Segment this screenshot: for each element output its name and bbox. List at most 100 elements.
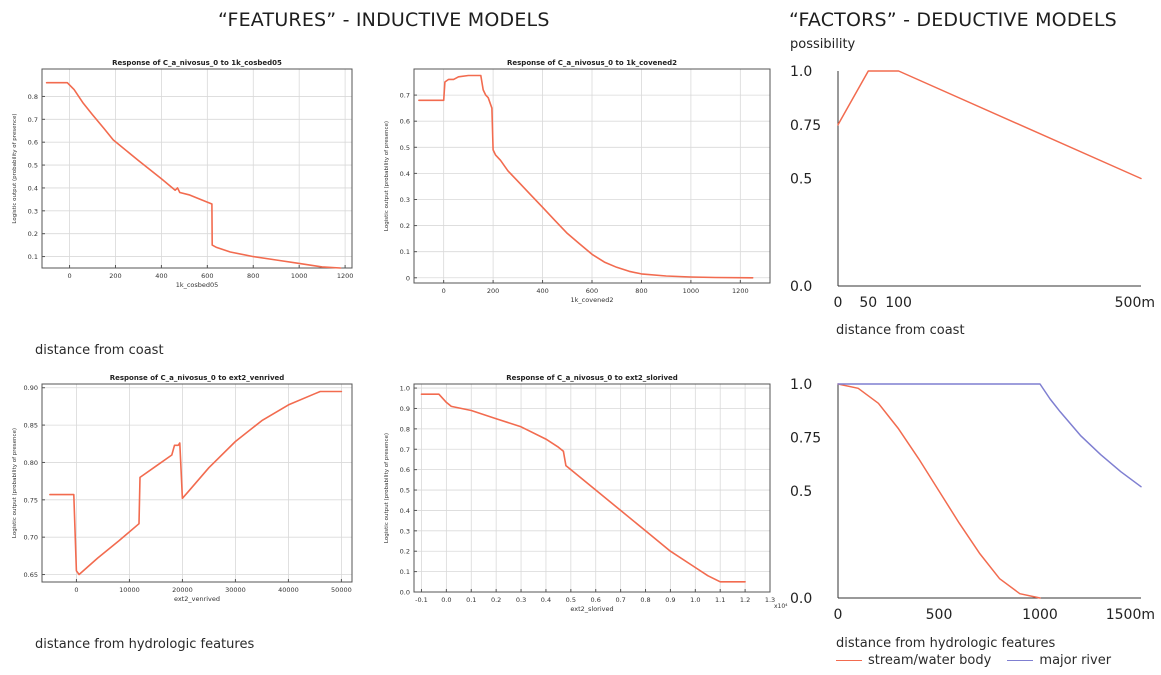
- c5-y-tick-label-2: 0.75: [790, 118, 821, 134]
- c4-x-tick-label-11: 1.0: [690, 596, 700, 604]
- c6-x-tick-label-0: 0: [834, 607, 843, 623]
- c2-x-tick-label-2: 400: [536, 287, 548, 295]
- c1-y-tick-label-0: 0.1: [28, 253, 38, 261]
- c5-x-tick-label-2: 100: [885, 295, 912, 311]
- c1-y-tick-label-6: 0.7: [28, 116, 38, 124]
- c4-plot-frame: [413, 383, 771, 593]
- c3-series-line-0: [49, 390, 343, 576]
- c1-y-tick-label-1: 0.2: [28, 230, 38, 238]
- c1-plot-frame: [41, 68, 353, 269]
- c4-x-tick-label-1: 0.0: [441, 596, 451, 604]
- c3-x-tick-label-4: 40000: [278, 586, 299, 594]
- c4-y-tick-label-4: 0.4: [400, 507, 410, 515]
- c4-x-tick-label-13: 1.2: [740, 596, 750, 604]
- c2-title: Response of C_a_nivosus_0 to 1k_covened2: [507, 59, 677, 67]
- c3-y-tick-label-5: 0.90: [24, 384, 38, 392]
- c2-ylabel: Logistic output (probability of presence…: [384, 121, 390, 231]
- c1-xlabel: 1k_cosbed05: [176, 281, 219, 289]
- c3-title: Response of C_a_nivosus_0 to ext2_venriv…: [110, 374, 285, 382]
- c2-y-tick-label-0: 0: [406, 274, 410, 282]
- c3-plot-frame: [41, 383, 353, 583]
- c4-x-tick-label-5: 0.4: [541, 596, 551, 604]
- c5-y-tick-label-3: 1.0: [790, 64, 812, 80]
- c5-x-tick-label-0: 0: [834, 295, 843, 311]
- c4-x-tick-label-6: 0.5: [566, 596, 576, 604]
- c6-y-tick-label-2: 0.75: [790, 431, 821, 447]
- c4-y-tick-label-8: 0.8: [400, 425, 410, 433]
- c1-x-tick-label-6: 1200: [337, 272, 354, 280]
- c4-y-tick-label-3: 0.3: [400, 527, 410, 535]
- c3-x-tick-label-0: 0: [74, 586, 78, 594]
- c1-y-tick-label-4: 0.5: [28, 162, 38, 170]
- c2-series-line-0: [418, 74, 754, 279]
- c3-xlabel: ext2_venrived: [174, 595, 220, 603]
- c4-ylabel: Logistic output (probability of presence…: [384, 433, 390, 543]
- c1-y-tick-label-7: 0.8: [28, 93, 38, 101]
- c4-x-tick-label-10: 0.9: [665, 596, 675, 604]
- c4-y-tick-label-6: 0.6: [400, 466, 410, 474]
- c1-y-tick-label-2: 0.3: [28, 207, 38, 215]
- c2-xlabel: 1k_covened2: [571, 296, 614, 304]
- c2-x-tick-label-0: 0: [442, 287, 446, 295]
- legend-stream-label: stream/water body: [868, 653, 992, 668]
- c2-x-tick-label-4: 800: [635, 287, 647, 295]
- c6-series-line-0: [837, 383, 1041, 599]
- c6-x-tick-label-2: 1000: [1022, 607, 1058, 623]
- c4-y-tick-label-10: 1.0: [400, 385, 410, 393]
- c2-x-tick-label-5: 1000: [683, 287, 700, 295]
- c4-x-multiplier: x10⁴: [774, 603, 788, 610]
- c4-series-line-0: [420, 393, 746, 583]
- c4-y-tick-label-9: 0.9: [400, 405, 410, 413]
- hydro-note: distance from hydrologic features: [35, 637, 255, 652]
- c2-y-tick-label-3: 0.3: [400, 196, 410, 204]
- stream-swatch: [836, 660, 862, 661]
- legend: stream/water body major river: [836, 653, 1111, 668]
- c1-title: Response of C_a_nivosus_0 to 1k_cosbed05: [112, 59, 282, 67]
- factors-heading: “FACTORS” - DEDUCTIVE MODELS: [789, 9, 1117, 31]
- c1-x-tick-label-2: 400: [155, 272, 167, 280]
- c2-y-tick-label-7: 0.7: [400, 92, 410, 100]
- c1-x-tick-label-4: 800: [247, 272, 259, 280]
- c4-x-tick-label-3: 0.2: [491, 596, 501, 604]
- hydro-note-right: distance from hydrologic features: [836, 636, 1056, 651]
- c4-x-tick-label-8: 0.7: [615, 596, 625, 604]
- c4-x-tick-label-2: 0.1: [466, 596, 476, 604]
- c3-x-tick-label-1: 10000: [119, 586, 140, 594]
- c6-y-tick-label-0: 0.0: [790, 591, 812, 607]
- c1-y-tick-label-3: 0.4: [28, 184, 38, 192]
- c4-y-tick-label-2: 0.2: [400, 548, 410, 556]
- c5-y-tick-label-0: 0.0: [790, 279, 812, 295]
- c2-x-tick-label-1: 200: [487, 287, 499, 295]
- coast-note-right: distance from coast: [836, 323, 965, 338]
- c2-x-tick-label-6: 1200: [732, 287, 749, 295]
- c6-y-tick-label-3: 1.0: [790, 377, 812, 393]
- river-swatch: [1007, 660, 1034, 661]
- c5-y-tick-label-1: 0.5: [790, 172, 812, 188]
- c1-series-line-0: [45, 81, 342, 269]
- c1-y-tick-label-5: 0.6: [28, 139, 38, 147]
- c3-y-tick-label-0: 0.65: [24, 571, 38, 579]
- legend-river-label: major river: [1039, 653, 1112, 668]
- c5-x-tick-label-3: 500m: [1115, 295, 1155, 311]
- c4-y-tick-label-7: 0.7: [400, 446, 410, 454]
- c4-title: Response of C_a_nivosus_0 to ext2_sloriv…: [506, 374, 678, 382]
- c1-x-tick-label-3: 600: [201, 272, 213, 280]
- c6-y-tick-label-1: 0.5: [790, 484, 812, 500]
- c2-y-tick-label-6: 0.6: [400, 118, 410, 126]
- c2-x-tick-label-3: 600: [586, 287, 598, 295]
- c4-x-tick-label-4: 0.3: [516, 596, 526, 604]
- c3-y-tick-label-1: 0.70: [24, 534, 38, 542]
- c4-x-tick-label-0: -0.1: [415, 596, 428, 604]
- c5-ylabel: possibility: [790, 37, 856, 52]
- c6-x-tick-label-3: 1500m: [1106, 607, 1155, 623]
- c4-y-tick-label-1: 0.1: [400, 568, 410, 576]
- c4-xlabel: ext2_slorived: [570, 605, 613, 613]
- c2-y-tick-label-5: 0.5: [400, 144, 410, 152]
- c3-x-tick-label-3: 30000: [225, 586, 246, 594]
- c2-y-tick-label-4: 0.4: [400, 170, 410, 178]
- c4-y-tick-label-0: 0.0: [400, 589, 410, 597]
- c4-x-tick-label-12: 1.1: [715, 596, 725, 604]
- c1-ylabel: Logistic output (probability of presence…: [12, 113, 18, 223]
- c2-y-tick-label-2: 0.2: [400, 222, 410, 230]
- c4-x-tick-label-7: 0.6: [591, 596, 601, 604]
